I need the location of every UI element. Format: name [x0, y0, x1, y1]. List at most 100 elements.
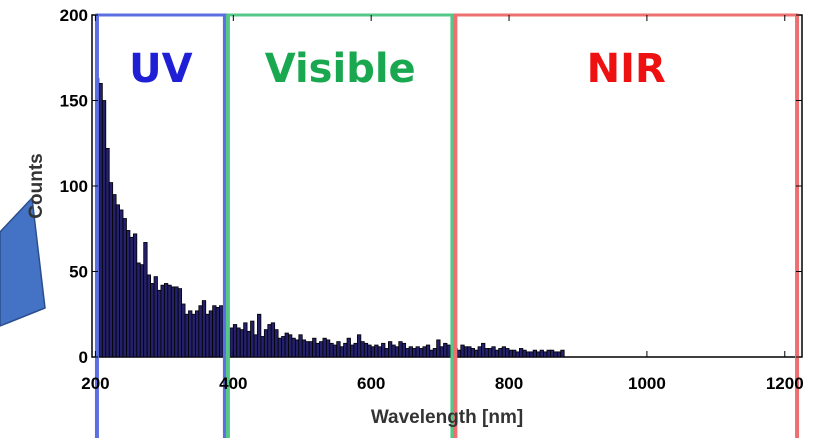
bar-74	[350, 344, 355, 358]
bar-86	[391, 344, 396, 358]
bar-13	[139, 264, 145, 358]
bar-4	[108, 182, 114, 358]
bar-97	[429, 349, 434, 358]
bar-87	[394, 346, 400, 358]
x-tick-label: 800	[495, 374, 523, 393]
bar-85	[388, 341, 393, 358]
bar-39	[229, 327, 234, 358]
x-tick-label: 1200	[766, 374, 804, 393]
x-tick-label: 400	[219, 374, 247, 393]
bar-110	[474, 349, 479, 358]
bar-35	[215, 307, 220, 358]
bar-131	[546, 349, 551, 358]
bar-109	[470, 348, 475, 358]
bar-61	[305, 341, 310, 358]
bar-18	[157, 289, 162, 358]
bar-47	[257, 313, 262, 358]
bar-113	[484, 348, 489, 358]
bar-29	[194, 310, 200, 358]
bar-130	[543, 351, 548, 358]
bar-89	[401, 342, 407, 358]
y-tick-label: 0	[79, 348, 88, 367]
bar-15	[146, 274, 151, 358]
bar-132	[550, 349, 555, 358]
x-axis: 200 400 600 800 1000 1200	[81, 15, 804, 393]
y-tick-label: 100	[60, 177, 88, 196]
bar-73	[346, 337, 351, 358]
bar-55	[284, 332, 289, 358]
bar-62	[308, 341, 313, 358]
bar-77	[360, 341, 365, 358]
bar-34	[212, 305, 217, 358]
bar-52	[274, 329, 279, 358]
bar-1	[98, 83, 103, 358]
bar-23	[174, 286, 179, 358]
bar-124	[522, 349, 527, 358]
bar-133	[553, 351, 558, 358]
bar-95	[422, 346, 427, 358]
bar-114	[487, 348, 493, 358]
bar-33	[208, 310, 214, 358]
bar-101	[443, 342, 448, 358]
bar-70	[336, 341, 341, 358]
bar-28	[191, 313, 196, 358]
bar-49	[263, 329, 269, 358]
bar-51	[270, 322, 276, 358]
bar-16	[150, 283, 155, 358]
bar-53	[277, 337, 282, 358]
bar-108	[467, 346, 472, 358]
bar-79	[367, 344, 372, 358]
bar-9	[126, 230, 131, 358]
bar-90	[405, 348, 410, 358]
bar-63	[312, 337, 317, 358]
bar-6	[115, 204, 120, 358]
bar-115	[491, 346, 496, 358]
region-label-uv: UV	[129, 46, 192, 92]
bar-125	[525, 351, 531, 358]
bars-group	[95, 77, 565, 358]
bar-107	[463, 346, 469, 358]
region-label-nir: NIR	[587, 46, 666, 92]
bar-117	[498, 348, 503, 358]
bar-42	[239, 329, 245, 358]
bar-122	[515, 351, 520, 358]
bar-128	[536, 351, 541, 358]
bar-69	[332, 344, 338, 358]
bar-96	[425, 344, 431, 358]
bar-17	[153, 276, 158, 358]
bar-82	[377, 346, 382, 358]
bar-50	[267, 324, 272, 358]
bar-11	[132, 233, 138, 358]
bar-41	[236, 327, 241, 358]
bar-48	[260, 336, 265, 358]
bar-111	[477, 346, 482, 358]
bar-83	[381, 342, 386, 358]
bar-30	[198, 305, 203, 358]
arrow-shape	[0, 196, 46, 327]
bar-98	[432, 348, 438, 358]
bar-116	[494, 349, 500, 358]
bar-119	[505, 348, 510, 358]
bar-118	[501, 346, 506, 358]
bar-84	[384, 348, 389, 358]
bar-36	[219, 305, 224, 358]
bar-93	[415, 346, 420, 358]
bar-127	[532, 349, 538, 358]
bar-43	[243, 322, 248, 358]
plot-area: UV Visible NIR	[91, 13, 803, 438]
bar-105	[456, 349, 462, 358]
bar-120	[508, 349, 513, 358]
bar-25	[181, 303, 186, 358]
bar-24	[177, 288, 183, 358]
bar-75	[353, 342, 358, 358]
bar-40	[232, 324, 238, 358]
bar-31	[201, 300, 207, 358]
regions-group: UV Visible NIR	[94, 13, 800, 438]
bar-106	[460, 344, 465, 358]
bar-126	[529, 351, 534, 358]
bar-121	[512, 349, 517, 358]
bar-92	[412, 348, 417, 358]
bar-81	[374, 344, 379, 358]
bar-2	[101, 100, 107, 358]
bar-3	[105, 147, 110, 358]
